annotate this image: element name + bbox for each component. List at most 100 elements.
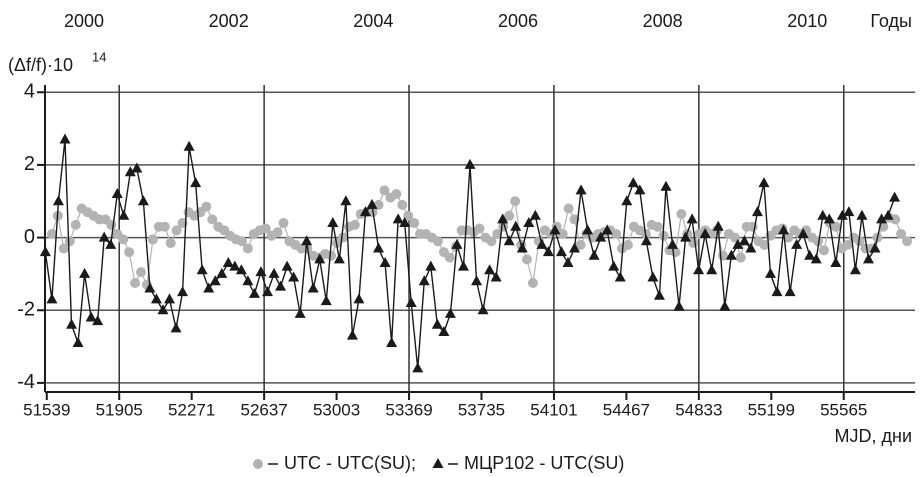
point-marker (124, 166, 136, 177)
point-marker (555, 246, 567, 257)
point-marker (614, 271, 626, 282)
point-marker (882, 209, 894, 220)
point-marker (747, 221, 758, 232)
point-marker (147, 234, 158, 245)
point-marker (307, 282, 319, 293)
point-marker (611, 228, 622, 239)
x-tick-label: 54101 (530, 400, 577, 419)
point-marker (627, 177, 639, 188)
point-marker (405, 296, 417, 307)
point-marker (111, 187, 123, 198)
x2-tick-label: 2004 (353, 11, 393, 31)
point-marker (856, 209, 868, 220)
point-marker (862, 253, 874, 264)
point-marker (522, 254, 533, 265)
point-marker (326, 250, 337, 261)
point-marker (157, 304, 169, 315)
point-marker (693, 264, 705, 275)
point-marker (85, 311, 97, 322)
point-marker (52, 195, 64, 206)
point-marker (783, 232, 794, 243)
point-marker (327, 217, 339, 228)
point-marker (373, 242, 385, 253)
point-marker (569, 242, 581, 253)
point-marker (432, 236, 443, 247)
point-marker (242, 243, 253, 254)
point-marker (510, 220, 522, 231)
point-marker (676, 208, 687, 219)
point-marker (58, 243, 69, 254)
point-marker (301, 235, 313, 246)
point-marker (771, 286, 783, 297)
point-marker (474, 223, 485, 234)
point-marker (562, 257, 574, 268)
point-marker (320, 295, 332, 306)
point-marker (575, 239, 586, 250)
point-marker (248, 287, 260, 298)
point-marker (268, 267, 280, 278)
point-marker (817, 209, 829, 220)
point-marker (486, 236, 497, 247)
point-marker (399, 217, 411, 228)
point-marker (253, 459, 263, 469)
x2-tick-label: 2008 (643, 11, 683, 31)
point-marker (190, 177, 202, 188)
x-tick-label: 53003 (313, 400, 360, 419)
point-marker (849, 264, 861, 275)
point-marker (621, 195, 633, 206)
point-marker (536, 238, 548, 249)
point-marker (353, 293, 365, 304)
point-marker (261, 286, 273, 297)
point-marker (497, 213, 509, 224)
point-marker (236, 236, 247, 247)
point-marker (634, 184, 646, 195)
point-marker (640, 235, 652, 246)
point-marker (890, 214, 901, 225)
point-marker (843, 206, 855, 217)
point-marker (92, 315, 104, 326)
point-marker (171, 225, 182, 236)
point-marker (830, 221, 841, 232)
point-marker (784, 286, 796, 297)
x-tick-label: 51905 (96, 400, 143, 419)
point-marker (164, 293, 176, 304)
point-marker (425, 260, 437, 271)
point-marker (582, 224, 594, 235)
point-marker (869, 242, 881, 253)
point-marker (712, 220, 724, 231)
point-marker (278, 218, 289, 229)
point-marker (207, 214, 218, 225)
legend-item: МЦР102 - UTC(SU) (432, 453, 624, 473)
point-marker (403, 210, 414, 221)
point-marker (759, 239, 770, 250)
point-marker (66, 318, 78, 329)
point-marker (118, 209, 130, 220)
point-marker (106, 219, 117, 230)
point-marker (64, 236, 75, 247)
point-marker (229, 260, 241, 271)
point-marker (70, 219, 81, 230)
point-marker (575, 184, 587, 195)
point-marker (79, 267, 91, 278)
point-marker (39, 246, 51, 257)
x2-tick-label: 2000 (64, 11, 104, 31)
point-marker (778, 224, 790, 235)
point-marker (379, 257, 391, 268)
point-marker (902, 236, 913, 247)
point-marker (889, 191, 901, 202)
point-marker (549, 224, 561, 235)
x2-axis-label: Годы (870, 11, 912, 31)
point-marker (260, 223, 271, 234)
point-marker (813, 236, 824, 247)
point-marker (504, 210, 515, 221)
x-axis-label: MJD, дни (835, 426, 913, 446)
point-marker (527, 278, 538, 289)
point-marker (222, 257, 234, 268)
point-marker (337, 232, 348, 243)
point-marker (451, 238, 463, 249)
point-marker (680, 231, 692, 242)
point-marker (896, 228, 907, 239)
point-marker (418, 275, 430, 286)
point-marker (810, 253, 822, 264)
